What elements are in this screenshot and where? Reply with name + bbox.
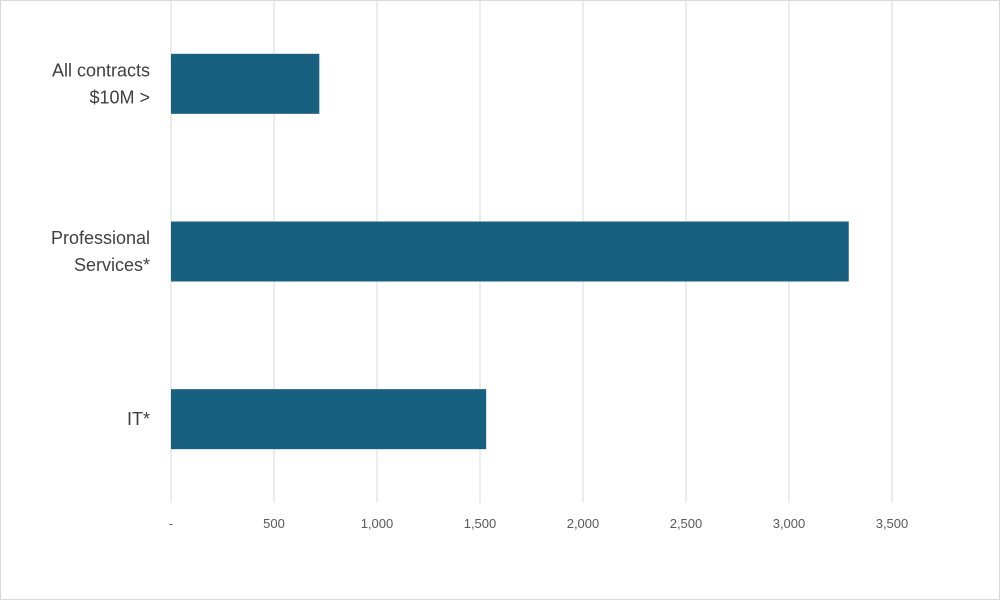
x-tick-label: 3,000 (773, 516, 806, 531)
y-tick-label: Professional Services* (51, 228, 150, 275)
bar (171, 389, 487, 450)
x-tick-label: 2,500 (670, 516, 703, 531)
x-tick-label: - (169, 516, 173, 531)
x-tick-label: 1,500 (464, 516, 497, 531)
x-tick-label: 1,000 (361, 516, 394, 531)
y-tick-label: All contracts $10M > (52, 60, 150, 107)
bar (171, 221, 849, 282)
y-tick-label: IT* (127, 409, 150, 429)
x-tick-label: 500 (263, 516, 285, 531)
bar (171, 53, 320, 114)
x-tick-label: 3,500 (876, 516, 909, 531)
x-tick-label: 2,000 (567, 516, 600, 531)
